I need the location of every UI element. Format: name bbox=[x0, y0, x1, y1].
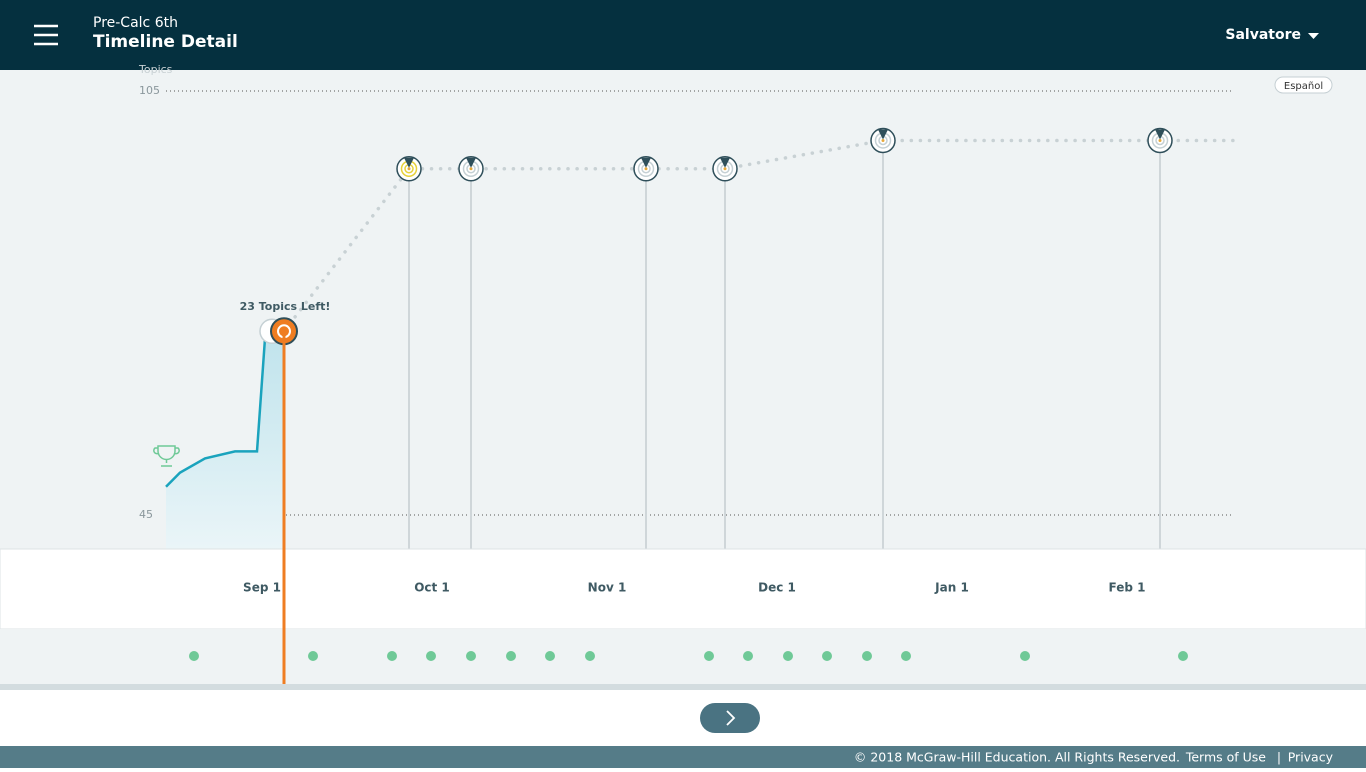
milestone-pointer bbox=[641, 157, 651, 168]
x-tick-label: Nov 1 bbox=[588, 581, 627, 595]
milestone-center bbox=[407, 167, 411, 171]
activity-dot bbox=[506, 651, 516, 661]
user-caret[interactable] bbox=[1308, 33, 1319, 39]
milestone-pointer bbox=[404, 157, 414, 168]
milestone-center bbox=[881, 138, 885, 142]
progress-area bbox=[166, 331, 284, 549]
milestone-center bbox=[644, 167, 648, 171]
y-tick-label: 105 bbox=[139, 84, 160, 97]
scroll-track bbox=[0, 684, 1366, 690]
milestone-pointer bbox=[466, 157, 476, 168]
activity-dot bbox=[1020, 651, 1030, 661]
date-axis bbox=[0, 548, 1366, 630]
trophy-icon bbox=[153, 445, 180, 467]
milestone-center bbox=[1158, 138, 1162, 142]
activity-dot bbox=[1178, 651, 1188, 661]
menu-button[interactable] bbox=[34, 24, 58, 46]
copyright: © 2018 McGraw-Hill Education. All Rights… bbox=[854, 750, 1180, 765]
terms-link[interactable]: Terms of Use bbox=[1185, 750, 1266, 765]
next-button[interactable] bbox=[700, 703, 760, 733]
topics-left-label: 23 Topics Left! bbox=[240, 300, 331, 313]
separator: | bbox=[1277, 750, 1281, 765]
milestone-pointer bbox=[720, 157, 730, 168]
language-button[interactable] bbox=[1274, 76, 1333, 94]
activity-dot bbox=[783, 651, 793, 661]
activity-dot bbox=[901, 651, 911, 661]
activity-dot bbox=[822, 651, 832, 661]
y-tick-label: 45 bbox=[139, 508, 153, 521]
x-tick-label: Oct 1 bbox=[414, 581, 450, 595]
activity-dot bbox=[466, 651, 476, 661]
activity-dot bbox=[308, 651, 318, 661]
activity-dot bbox=[189, 651, 199, 661]
x-tick-label: Jan 1 bbox=[934, 581, 969, 595]
page-title: Timeline Detail bbox=[93, 32, 238, 52]
activity-dot bbox=[862, 651, 872, 661]
footer bbox=[0, 746, 1366, 768]
activity-dot bbox=[585, 651, 595, 661]
activity-dot bbox=[704, 651, 714, 661]
x-tick-label: Dec 1 bbox=[758, 581, 796, 595]
user-menu[interactable]: Salvatore bbox=[1225, 27, 1301, 43]
privacy-link[interactable]: Privacy bbox=[1288, 750, 1334, 765]
milestone-pointer bbox=[1155, 129, 1165, 140]
milestone-pointer bbox=[878, 129, 888, 140]
next-chevron[interactable] bbox=[726, 710, 736, 726]
x-tick-label: Sep 1 bbox=[243, 581, 281, 595]
activity-dot bbox=[545, 651, 555, 661]
y-axis-label: Topics bbox=[138, 63, 173, 76]
activity-dot bbox=[743, 651, 753, 661]
course-name: Pre-Calc 6th bbox=[93, 15, 178, 31]
milestone-center bbox=[469, 167, 473, 171]
x-tick-label: Feb 1 bbox=[1109, 581, 1146, 595]
activity-dot bbox=[387, 651, 397, 661]
activity-dot bbox=[426, 651, 436, 661]
top-bar bbox=[0, 0, 1366, 70]
language-label[interactable]: Español bbox=[1284, 81, 1323, 92]
activity-row bbox=[0, 629, 1366, 684]
milestone-center bbox=[723, 167, 727, 171]
